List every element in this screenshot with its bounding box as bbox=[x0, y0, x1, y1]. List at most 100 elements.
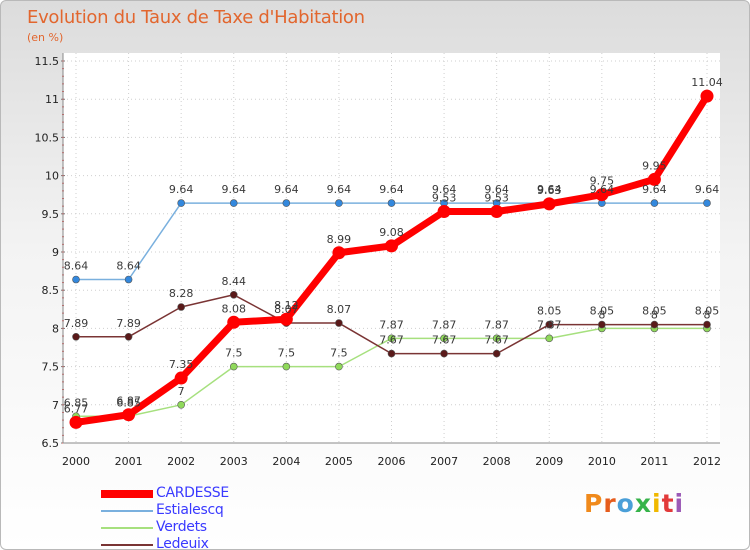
data-label-estialescq-2003: 9.64 bbox=[222, 183, 247, 196]
data-label-cardesse-2003: 8.08 bbox=[222, 302, 247, 315]
legend-label: CARDESSE bbox=[156, 485, 229, 501]
data-label-ledeuix-2009: 8.05 bbox=[537, 305, 562, 318]
data-label-ledeuix-2002: 8.28 bbox=[169, 287, 194, 300]
data-point-ledeuix-2001 bbox=[124, 333, 133, 341]
data-point-cardesse-2008 bbox=[490, 205, 504, 219]
logo-letter: x bbox=[634, 489, 652, 518]
data-point-verdets-2004 bbox=[282, 362, 291, 371]
data-label-estialescq-2011: 9.64 bbox=[642, 183, 667, 196]
x-tick-label-10: 2010 bbox=[588, 455, 616, 468]
data-point-verdets-2008 bbox=[492, 334, 501, 343]
x-tick-label-1: 2001 bbox=[115, 455, 143, 468]
y-tick-label-10: 11.5 bbox=[35, 55, 60, 68]
data-label-verdets-2003: 7.5 bbox=[225, 347, 243, 360]
x-tick-label-11: 2011 bbox=[640, 455, 668, 468]
data-point-ledeuix-2002 bbox=[177, 303, 185, 311]
data-label-ledeuix-2006: 7.67 bbox=[379, 334, 404, 347]
data-point-cardesse-2004 bbox=[279, 312, 293, 326]
data-point-cardesse-2000 bbox=[69, 415, 83, 429]
y-tick-label-0: 6.5 bbox=[42, 437, 60, 450]
data-label-verdets-2009: 7.87 bbox=[537, 318, 562, 331]
data-point-estialescq-2006 bbox=[387, 199, 396, 207]
y-tick-label-2: 7.5 bbox=[42, 361, 60, 374]
data-label-verdets-2000: 6.85 bbox=[64, 396, 89, 409]
data-label-verdets-2007: 7.87 bbox=[432, 318, 457, 331]
data-label-verdets-2008: 7.87 bbox=[484, 318, 509, 331]
data-point-cardesse-2006 bbox=[385, 239, 398, 253]
data-label-estialescq-2005: 9.64 bbox=[327, 183, 352, 196]
data-label-ledeuix-2010: 8.05 bbox=[590, 305, 615, 318]
data-label-estialescq-2006: 9.64 bbox=[379, 183, 404, 196]
data-point-cardesse-2001 bbox=[122, 408, 136, 422]
legend-label: Ledeuix bbox=[156, 536, 209, 550]
data-point-cardesse-2012 bbox=[700, 89, 714, 103]
data-label-estialescq-2012: 9.64 bbox=[695, 183, 720, 196]
data-label-cardesse-2006: 9.08 bbox=[379, 226, 404, 239]
x-tick-label-2: 2002 bbox=[167, 455, 195, 468]
y-tick-label-7: 10 bbox=[45, 170, 59, 183]
data-point-ledeuix-2009 bbox=[545, 320, 554, 329]
data-point-verdets-2005 bbox=[335, 362, 343, 371]
y-tick-label-3: 8 bbox=[52, 322, 59, 335]
data-point-ledeuix-2012 bbox=[703, 320, 711, 329]
data-point-verdets-2007 bbox=[440, 334, 448, 343]
data-point-cardesse-2003 bbox=[227, 315, 241, 329]
data-label-verdets-2006: 7.87 bbox=[379, 318, 404, 331]
y-tick-label-6: 9.5 bbox=[42, 208, 60, 221]
data-point-estialescq-2002 bbox=[177, 199, 185, 207]
data-point-estialescq-2004 bbox=[282, 199, 291, 207]
data-point-estialescq-2005 bbox=[335, 199, 343, 207]
data-label-ledeuix-2012: 8.05 bbox=[695, 305, 720, 318]
legend-swatch bbox=[101, 527, 153, 529]
data-label-cardesse-2008: 9.53 bbox=[484, 192, 509, 205]
chart-title: Evolution du Taux de Taxe d'Habitation bbox=[27, 7, 365, 28]
y-tick-label-9: 11 bbox=[45, 93, 59, 106]
x-tick-label-4: 2004 bbox=[272, 455, 300, 468]
data-point-verdets-2003 bbox=[229, 362, 238, 371]
data-label-verdets-2002: 7 bbox=[178, 385, 185, 398]
logo-letter: o bbox=[616, 489, 635, 518]
data-point-ledeuix-2010 bbox=[598, 320, 606, 329]
y-tick-label-5: 9 bbox=[52, 246, 59, 259]
data-label-cardesse-2000: 6.77 bbox=[64, 402, 89, 415]
x-tick-label-6: 2006 bbox=[378, 455, 406, 468]
data-point-estialescq-2012 bbox=[703, 199, 711, 207]
data-point-ledeuix-2006 bbox=[387, 349, 396, 358]
x-tick-label-0: 2000 bbox=[62, 455, 90, 468]
data-label-estialescq-2002: 9.64 bbox=[169, 183, 194, 196]
data-label-cardesse-2001: 6.87 bbox=[116, 395, 141, 408]
data-label-cardesse-2007: 9.53 bbox=[432, 192, 457, 205]
legend-label: Estialescq bbox=[156, 502, 224, 518]
data-label-ledeuix-2005: 8.07 bbox=[327, 303, 352, 316]
data-label-verdets-2004: 7.5 bbox=[278, 347, 296, 360]
y-tick-label-8: 10.5 bbox=[35, 131, 60, 144]
proxiti-logo: Proxiti bbox=[584, 489, 684, 518]
data-point-ledeuix-2007 bbox=[440, 349, 448, 358]
data-label-estialescq-2009: 9.64 bbox=[537, 183, 562, 196]
data-point-ledeuix-2005 bbox=[335, 319, 343, 327]
data-point-cardesse-2002 bbox=[174, 371, 188, 385]
data-point-ledeuix-2003 bbox=[229, 290, 238, 299]
data-label-cardesse-2010: 9.75 bbox=[590, 175, 615, 188]
data-point-estialescq-2000 bbox=[72, 275, 80, 284]
data-label-cardesse-2002: 7.35 bbox=[169, 358, 194, 371]
y-axis-unit-label: (en %) bbox=[27, 31, 64, 44]
data-label-cardesse-2009: 9.63 bbox=[537, 184, 562, 197]
legend-label: Verdets bbox=[156, 519, 207, 535]
data-label-verdets-2012: 8 bbox=[704, 308, 711, 321]
data-label-ledeuix-2001: 7.89 bbox=[116, 317, 141, 330]
x-tick-label-5: 2005 bbox=[325, 455, 353, 468]
data-label-estialescq-2001: 8.64 bbox=[116, 260, 141, 273]
data-point-estialescq-2011 bbox=[650, 199, 659, 207]
data-point-estialescq-2001 bbox=[124, 275, 133, 284]
data-label-estialescq-2007: 9.64 bbox=[432, 183, 457, 196]
data-label-ledeuix-2011: 8.05 bbox=[642, 305, 667, 318]
x-tick-label-3: 2003 bbox=[220, 455, 248, 468]
data-point-verdets-2006 bbox=[387, 334, 396, 343]
data-label-ledeuix-2004: 8.07 bbox=[274, 303, 299, 316]
legend-swatch bbox=[101, 490, 153, 498]
data-label-verdets-2011: 8 bbox=[651, 308, 658, 321]
data-point-verdets-2002 bbox=[177, 400, 185, 409]
legend-swatch bbox=[101, 510, 153, 512]
